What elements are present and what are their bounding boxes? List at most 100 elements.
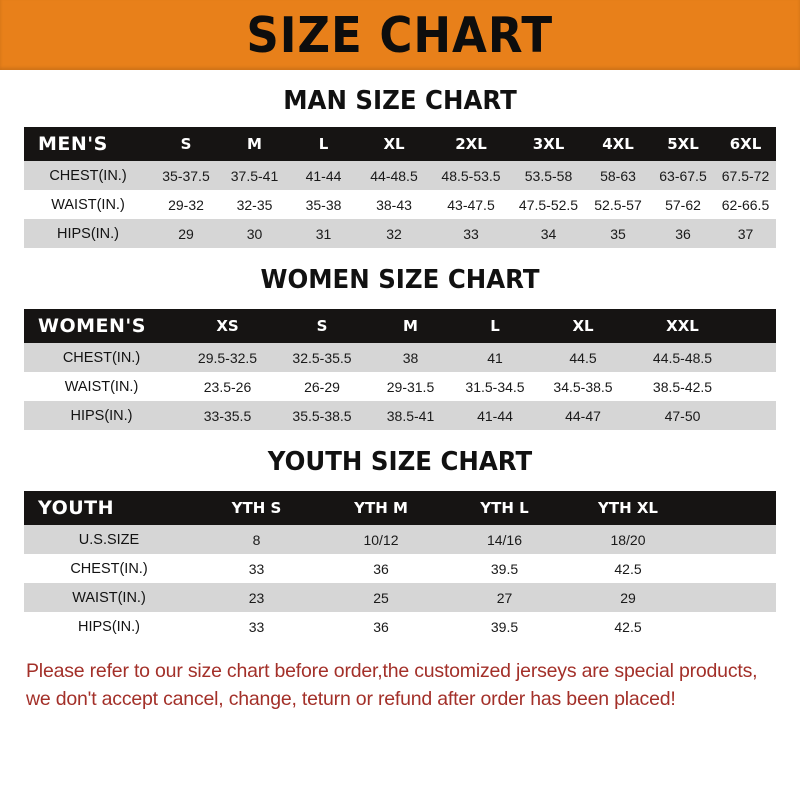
youth-header-spacer — [690, 491, 776, 525]
women-size-header: XL — [572, 317, 594, 335]
men-cell: 62-66.5 — [721, 196, 770, 213]
youth-header-row: YOUTH YTH S YTH M YTH L YTH XL — [24, 491, 776, 525]
men-corner-label: MEN'S — [38, 133, 108, 155]
women-row-label: CHEST(IN.) — [62, 349, 141, 366]
youth-cell-spacer — [690, 525, 776, 554]
women-cell: 26-29 — [304, 378, 340, 395]
men-size-header: 6XL — [729, 135, 762, 153]
men-cell: 38-43 — [376, 196, 412, 213]
men-cell: 34 — [540, 225, 557, 242]
men-size-header: S — [180, 135, 192, 153]
women-cell: 38 — [402, 349, 419, 366]
table-row: CHEST(IN.) 35-37.5 37.5-41 41-44 44-48.5… — [24, 161, 776, 190]
women-corner-label: WOMEN'S — [38, 315, 146, 337]
women-cell: 47-50 — [664, 407, 701, 424]
men-cell: 31 — [315, 225, 332, 242]
women-cell: 44.5 — [569, 349, 597, 366]
youth-cell: 39.5 — [490, 618, 519, 635]
women-cell: 23.5-26 — [203, 378, 252, 395]
women-cell: 33-35.5 — [203, 407, 252, 424]
youth-cell: 8 — [252, 531, 261, 548]
youth-corner-label: YOUTH — [38, 497, 115, 519]
men-cell: 32-35 — [236, 196, 273, 213]
youth-cell: 33 — [248, 560, 265, 577]
youth-size-header: YTH M — [354, 499, 408, 517]
youth-cell: 33 — [248, 618, 265, 635]
women-cell: 29.5-32.5 — [197, 349, 258, 366]
youth-size-header: YTH L — [480, 499, 529, 517]
men-cell: 29-32 — [168, 196, 204, 213]
table-row: WAIST(IN.) 23 25 27 29 — [24, 583, 776, 612]
youth-size-header: YTH S — [231, 499, 282, 517]
youth-row-label: WAIST(IN.) — [72, 589, 146, 606]
women-cell: 32.5-35.5 — [292, 349, 352, 366]
youth-size-header: YTH XL — [598, 499, 658, 517]
men-size-table: MEN'S S M L XL 2XL 3XL 4XL 5XL 6XL CHEST… — [24, 127, 776, 248]
youth-cell: 27 — [496, 589, 513, 606]
women-cell-spacer — [736, 401, 776, 430]
men-cell: 36 — [675, 225, 691, 242]
table-row: CHEST(IN.) 33 36 39.5 42.5 — [24, 554, 776, 583]
men-cell: 58-63 — [600, 167, 636, 184]
youth-section: YOUTH SIZE CHART YOUTH YTH S YTH M YTH L… — [0, 447, 800, 641]
table-row: U.S.SIZE 8 10/12 14/16 18/20 — [24, 525, 776, 554]
men-size-header: 5XL — [667, 135, 699, 153]
youth-cell: 39.5 — [490, 560, 519, 577]
women-cell: 44-47 — [565, 407, 601, 424]
table-row: HIPS(IN.) 33 36 39.5 42.5 — [24, 612, 776, 641]
table-row: HIPS(IN.) 29 30 31 32 33 34 35 36 37 — [24, 219, 776, 248]
men-cell: 29 — [178, 225, 194, 242]
men-size-header: L — [318, 135, 329, 153]
women-size-table: WOMEN'S XS S M L XL XXL CHEST(IN.) 29.5-… — [24, 309, 776, 430]
men-cell: 57-62 — [665, 196, 701, 213]
women-cell: 38.5-42.5 — [652, 378, 713, 395]
footer-disclaimer: Please refer to our size chart before or… — [0, 657, 800, 714]
men-cell: 33 — [463, 225, 479, 242]
men-size-header: M — [247, 135, 262, 153]
women-section: WOMEN SIZE CHART WOMEN'S XS S M L XL XXL… — [0, 265, 800, 430]
women-size-header: XXL — [666, 317, 699, 335]
women-size-header: S — [316, 317, 328, 335]
size-chart-banner: SIZE CHART — [0, 0, 800, 70]
women-cell: 41 — [487, 349, 503, 366]
women-cell: 41-44 — [477, 407, 513, 424]
men-size-header: 2XL — [455, 135, 487, 153]
women-cell: 35.5-38.5 — [292, 407, 352, 424]
youth-row-label: HIPS(IN.) — [77, 618, 141, 635]
men-section: MAN SIZE CHART MEN'S S M L XL 2XL 3XL 4X… — [0, 86, 800, 248]
women-cell: 38.5-41 — [386, 407, 435, 424]
women-cell: 29-31.5 — [386, 378, 435, 395]
youth-cell-spacer — [690, 583, 776, 612]
men-cell: 53.5-58 — [524, 167, 573, 184]
men-row-label: WAIST(IN.) — [51, 196, 125, 213]
men-cell: 47.5-52.5 — [518, 196, 579, 213]
men-size-header: 4XL — [602, 135, 634, 153]
women-header-row: WOMEN'S XS S M L XL XXL — [24, 309, 776, 343]
men-cell: 41-44 — [305, 167, 342, 184]
men-cell: 32 — [386, 225, 402, 242]
youth-row-label: U.S.SIZE — [78, 531, 140, 548]
youth-size-table: YOUTH YTH S YTH M YTH L YTH XL U.S.SIZE … — [24, 491, 776, 641]
table-row: CHEST(IN.) 29.5-32.5 32.5-35.5 38 41 44.… — [24, 343, 776, 372]
women-cell-spacer — [736, 372, 776, 401]
women-cell: 31.5-34.5 — [465, 378, 525, 395]
youth-row-label: CHEST(IN.) — [70, 560, 148, 577]
men-cell: 52.5-57 — [594, 196, 642, 213]
youth-cell: 29 — [620, 589, 636, 606]
women-header-spacer — [736, 309, 776, 343]
women-size-header: XS — [216, 317, 239, 335]
women-row-label: WAIST(IN.) — [64, 378, 139, 395]
youth-cell: 42.5 — [614, 560, 642, 577]
youth-cell: 36 — [373, 618, 389, 635]
men-cell: 35-38 — [305, 196, 342, 213]
men-header-row: MEN'S S M L XL 2XL 3XL 4XL 5XL 6XL — [24, 127, 776, 161]
youth-cell: 18/20 — [610, 531, 646, 548]
women-size-header: L — [490, 317, 500, 335]
men-size-header: 3XL — [532, 135, 565, 153]
men-row-label: HIPS(IN.) — [56, 225, 120, 242]
women-row-label: HIPS(IN.) — [70, 407, 133, 424]
youth-cell: 36 — [373, 560, 389, 577]
men-cell: 30 — [246, 225, 263, 242]
men-size-header: XL — [383, 135, 405, 153]
men-section-title: MAN SIZE CHART — [283, 86, 517, 116]
